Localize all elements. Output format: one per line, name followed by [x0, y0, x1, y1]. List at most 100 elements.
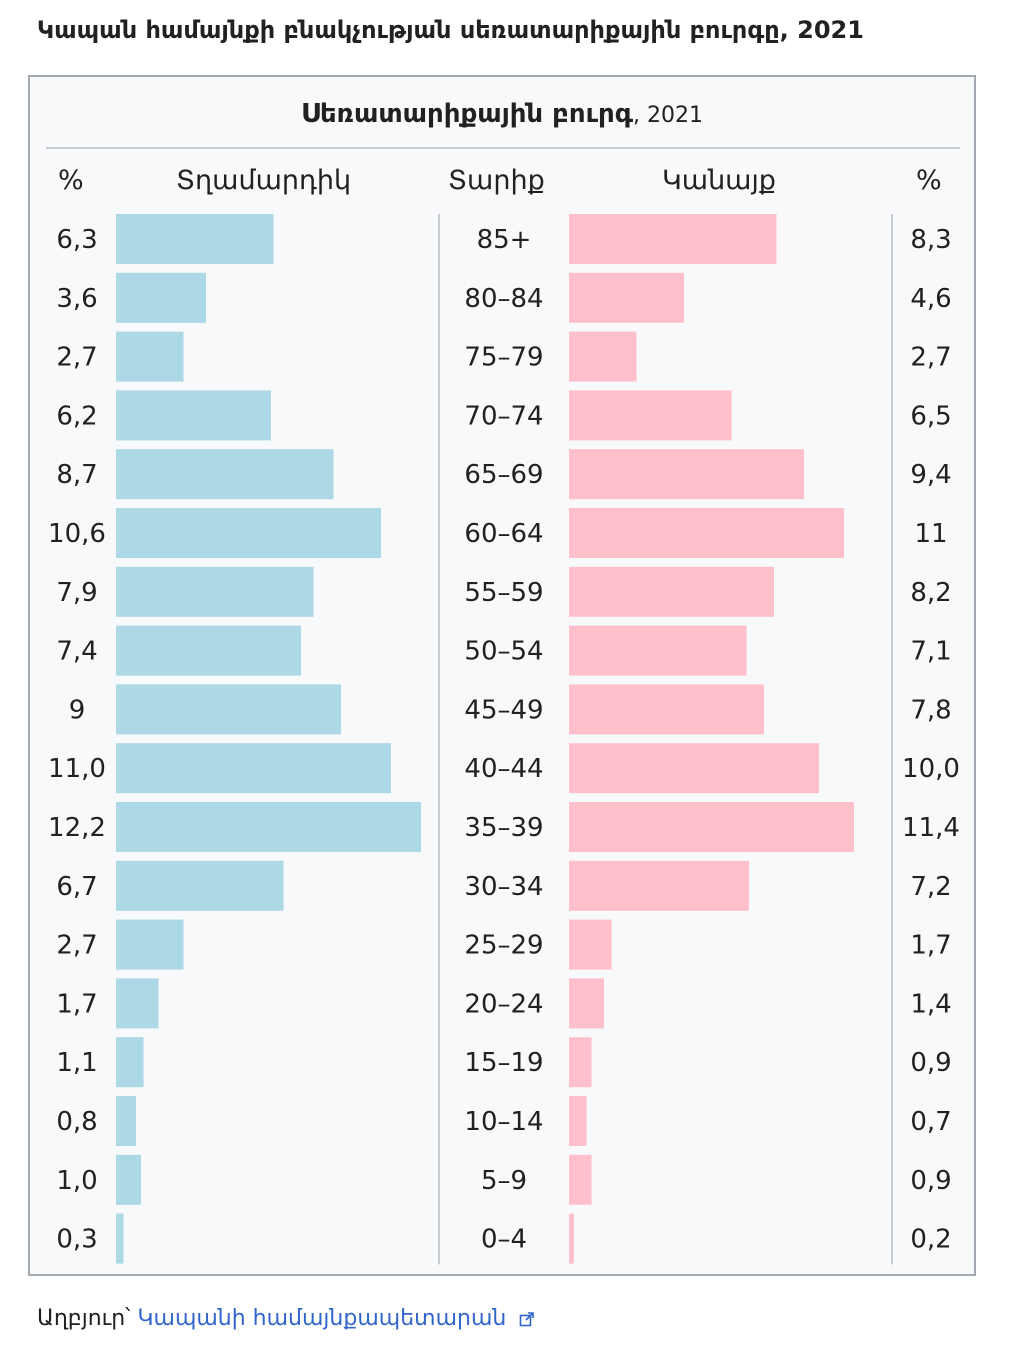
male-bar: [116, 272, 206, 323]
male-percent-label: 7,9: [56, 578, 97, 608]
age-group-label: 35–39: [464, 813, 543, 843]
female-bar: [569, 919, 612, 970]
male-percent-label: 0,8: [56, 1107, 97, 1137]
age-group-label: 75–79: [464, 343, 543, 373]
chart-year: , 2021: [633, 103, 704, 128]
age-group-label: 25–29: [464, 931, 543, 961]
male-bar: [116, 508, 381, 558]
female-percent-label: 4,6: [910, 284, 951, 314]
female-bar: [569, 449, 804, 500]
female-percent-label: 6,5: [910, 401, 951, 431]
female-percent-label: 0,9: [910, 1166, 951, 1196]
external-link-icon[interactable]: [519, 1311, 535, 1327]
male-bar: [116, 1154, 141, 1205]
header-female: Կանայք: [662, 165, 776, 196]
male-percent-label: 7,4: [56, 637, 97, 667]
male-percent-label: 1,7: [56, 989, 97, 1019]
age-group-label: 65–69: [464, 460, 543, 490]
male-percent-label: 0,3: [56, 1225, 97, 1255]
female-bar: [569, 1096, 587, 1146]
header-male: Տղամարդիկ: [176, 165, 352, 196]
female-percent-label: 10,0: [902, 754, 960, 784]
age-group-label: 30–34: [464, 872, 543, 902]
female-bar: [569, 1213, 574, 1264]
caption-divider: [46, 147, 960, 149]
male-bar: [116, 860, 284, 911]
female-bar: [569, 331, 637, 382]
age-group-label: 5–9: [481, 1166, 527, 1196]
age-group-label: 10–14: [464, 1107, 543, 1137]
male-bar: [116, 390, 271, 441]
source-line: Աղբյուր՝ Կապանի համայնքապետարան: [37, 1306, 535, 1331]
male-percent-label: 6,3: [56, 225, 97, 255]
female-bar: [569, 272, 684, 323]
male-bar: [116, 566, 314, 617]
header-male-percent: %: [58, 165, 84, 196]
female-percent-label: 0,9: [910, 1048, 951, 1078]
male-bar: [116, 625, 301, 676]
age-group-label: 20–24: [464, 989, 543, 1019]
female-percent-label: 8,2: [910, 578, 951, 608]
female-percent-label: 1,4: [910, 989, 951, 1019]
age-group-label: 55–59: [464, 578, 543, 608]
female-bar: [569, 978, 604, 1029]
age-group-label: 60–64: [464, 519, 543, 549]
male-bar: [116, 1213, 124, 1264]
female-percent-label: 11: [914, 519, 947, 549]
male-percent-label: 1,1: [56, 1048, 97, 1078]
male-bar: [116, 449, 334, 500]
female-bar: [569, 214, 777, 264]
female-bar: [569, 1154, 592, 1205]
female-bar: [569, 625, 747, 676]
chart-caption: Սեռատարիքային բուրգ, 2021: [30, 99, 974, 129]
male-bar: [116, 684, 341, 735]
male-bar: [116, 1096, 136, 1146]
header-age: Տարիք: [448, 165, 545, 196]
male-percent-label: 12,2: [48, 813, 106, 843]
male-percent-label: 8,7: [56, 460, 97, 490]
male-percent-label: 3,6: [56, 284, 97, 314]
male-percent-label: 11,0: [48, 754, 106, 784]
male-percent-label: 6,7: [56, 872, 97, 902]
male-percent-label: 2,7: [56, 343, 97, 373]
male-bar: [116, 331, 184, 382]
age-group-label: 80–84: [464, 284, 543, 314]
female-percent-label: 0,7: [910, 1107, 951, 1137]
age-group-label: 0–4: [481, 1225, 527, 1255]
age-group-label: 15–19: [464, 1048, 543, 1078]
male-percent-label: 1,0: [56, 1166, 97, 1196]
female-percent-label: 7,8: [910, 695, 951, 725]
female-percent-label: 11,4: [902, 813, 960, 843]
female-percent-label: 7,1: [910, 637, 951, 667]
male-bar: [116, 919, 184, 970]
female-percent-label: 1,7: [910, 931, 951, 961]
female-bar: [569, 1037, 592, 1088]
female-bar: [569, 390, 732, 441]
male-bar: [116, 978, 159, 1029]
chart-title: Սեռատարիքային բուրգ: [300, 99, 634, 129]
source-prefix: Աղբյուր՝: [37, 1306, 131, 1331]
source-link[interactable]: Կապանի համայնքապետարան: [137, 1306, 507, 1331]
male-bar: [116, 743, 391, 794]
female-percent-label: 2,7: [910, 343, 951, 373]
female-bar: [569, 566, 774, 617]
male-percent-label: 6,2: [56, 401, 97, 431]
page-title: Կապան համայնքի բնակչության սեռատարիքային…: [37, 16, 864, 44]
population-pyramid-chart: 6,3 85+ 8,3 3,6 80–84 4,6 2,7 75–79 2,7 6,2 70–74 6…: [48, 214, 960, 1265]
male-bar: [116, 802, 421, 852]
male-percent-label: 10,6: [48, 519, 106, 549]
pyramid-box: Սեռատարիքային բուրգ, 2021 % Տղամարդիկ Տա…: [28, 75, 976, 1276]
female-percent-label: 7,2: [910, 872, 951, 902]
male-bar: [116, 1037, 144, 1088]
age-group-label: 50–54: [464, 637, 543, 667]
female-percent-label: 9,4: [910, 460, 951, 490]
age-group-label: 45–49: [464, 695, 543, 725]
age-group-label: 85+: [477, 225, 532, 255]
age-group-label: 70–74: [464, 401, 543, 431]
female-bar: [569, 743, 819, 794]
female-bar: [569, 684, 764, 735]
header-female-percent: %: [916, 165, 942, 196]
female-bar: [569, 860, 749, 911]
female-percent-label: 0,2: [910, 1225, 951, 1255]
male-percent-label: 2,7: [56, 931, 97, 961]
